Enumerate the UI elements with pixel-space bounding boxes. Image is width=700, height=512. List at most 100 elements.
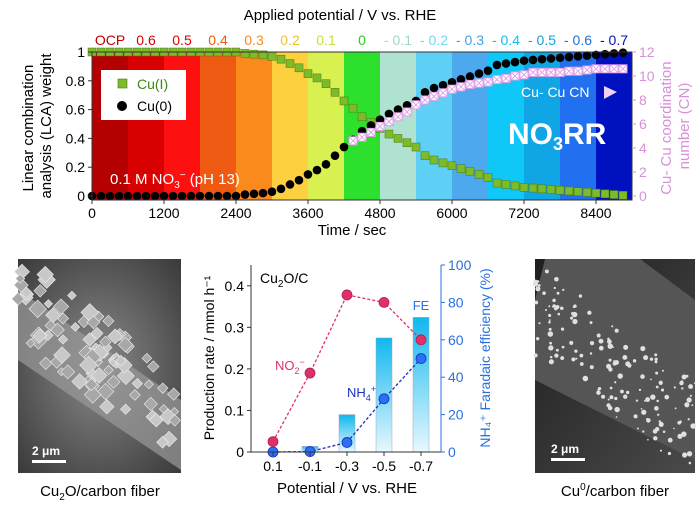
cn-marker (420, 95, 430, 105)
crystal (159, 408, 177, 425)
cu0-marker (483, 66, 493, 76)
cu0-marker (114, 191, 124, 201)
nanoparticle (579, 362, 584, 366)
nanoparticle (601, 394, 606, 399)
crystal (32, 328, 48, 343)
cu0-marker (564, 52, 574, 62)
nanoparticle (535, 286, 541, 292)
nanoparticle (555, 348, 559, 352)
cu0-marker (447, 77, 457, 87)
no2-marker (341, 289, 353, 301)
crystal (86, 315, 101, 330)
cn-marker-cross (618, 64, 628, 74)
nanoparticle (582, 375, 589, 382)
nanoparticle (682, 452, 688, 458)
cn-marker (528, 67, 538, 77)
nanoparticle (549, 355, 553, 359)
cu0-marker (123, 191, 133, 201)
nanoparticle (673, 386, 676, 389)
cn-marker (564, 66, 574, 76)
cu1-marker (501, 180, 511, 189)
nanoparticle (640, 407, 643, 410)
cn-marker-cross (429, 92, 439, 101)
nanoparticle (681, 387, 684, 390)
nanoparticle (647, 438, 649, 441)
x-tick-label: 1200 (148, 205, 179, 221)
legend-cu1: Cu(I) (137, 76, 168, 92)
cu0-marker (384, 109, 394, 119)
cn-label: Cu- Cu CN (521, 84, 589, 100)
nanoparticle (552, 304, 556, 308)
nh4-marker (341, 437, 353, 448)
x-tick-label: 2400 (220, 205, 251, 221)
y-axis-label: Linear combination analysis (LCA) weight (20, 53, 55, 199)
y-tick-label: 0.6 (66, 102, 86, 118)
nanoparticle (693, 382, 696, 385)
cu1-marker (267, 52, 277, 61)
nanoparticle (614, 406, 620, 413)
cu1-marker (474, 170, 484, 179)
cu1-marker (330, 88, 340, 97)
cu0-marker (555, 53, 565, 63)
legend-circle-icon (117, 101, 127, 111)
nanoparticle (607, 398, 610, 401)
nanoparticle (686, 451, 693, 457)
crystal (28, 299, 47, 319)
cu0-marker (141, 191, 151, 201)
x-tick-label: -0.5 (372, 458, 396, 474)
potential-label: 0.6 (136, 32, 156, 48)
crystal (56, 312, 70, 325)
y2-tick-label: 6 (639, 116, 647, 132)
cn-marker (555, 67, 565, 77)
cu0-marker (609, 49, 619, 58)
cn-marker-cross (519, 70, 529, 80)
y2-tick-label: 100 (448, 257, 472, 273)
cu0-marker (600, 49, 610, 59)
crystal (103, 364, 114, 376)
nanoparticle (549, 341, 553, 345)
nanoparticle (608, 367, 613, 372)
crystal (157, 382, 169, 394)
nanoparticle (561, 345, 565, 349)
potential-labels: OCP 0.6 0.5 0.4 0.3 0.2 0.1 0 - 0.1 - 0.2 - 0.3 - 0… (95, 32, 628, 48)
nanoparticle (623, 344, 629, 350)
cu1-marker (312, 73, 322, 83)
potential-label: 0.3 (244, 32, 264, 48)
cu0-marker (132, 191, 142, 201)
nanoparticle (646, 418, 651, 423)
nanoparticle (607, 337, 610, 341)
cn-marker-cross (357, 132, 367, 142)
cu0-marker (546, 54, 556, 63)
nanoparticle (640, 345, 646, 352)
cu0-marker (330, 151, 340, 160)
nanoparticle (587, 310, 592, 315)
cn-marker-cross (456, 82, 466, 92)
lca-chart: Applied potential / V vs. RHE OCP 0.6 0.5 0… (20, 7, 693, 239)
nanoparticle (653, 436, 658, 441)
nanoparticle (569, 340, 574, 345)
nanoparticle (598, 338, 604, 344)
y2-tick-label: 20 (448, 407, 464, 423)
cu1-marker (600, 189, 610, 199)
cn-marker (465, 79, 475, 89)
cn-marker-cross (348, 136, 358, 146)
x-tick-label: 7200 (508, 205, 539, 221)
cn-marker-cross (474, 78, 484, 88)
nanoparticle (609, 386, 613, 390)
potential-label: - 0.3 (456, 32, 484, 48)
nanoparticle (649, 357, 654, 361)
cu0-marker (195, 191, 205, 201)
crystal (44, 319, 57, 332)
nanoparticle (623, 394, 628, 399)
nanoparticle (548, 313, 552, 318)
cu1-marker (618, 191, 628, 200)
crystal (43, 299, 53, 309)
cu0-marker (339, 142, 349, 152)
cu1-marker (564, 186, 574, 196)
crystal (39, 356, 53, 370)
cn-marker (366, 127, 376, 137)
y-tick-label: 0.2 (66, 159, 86, 175)
nanoparticle (555, 304, 560, 310)
nanoparticle (533, 353, 538, 358)
nanoparticle (554, 353, 559, 358)
